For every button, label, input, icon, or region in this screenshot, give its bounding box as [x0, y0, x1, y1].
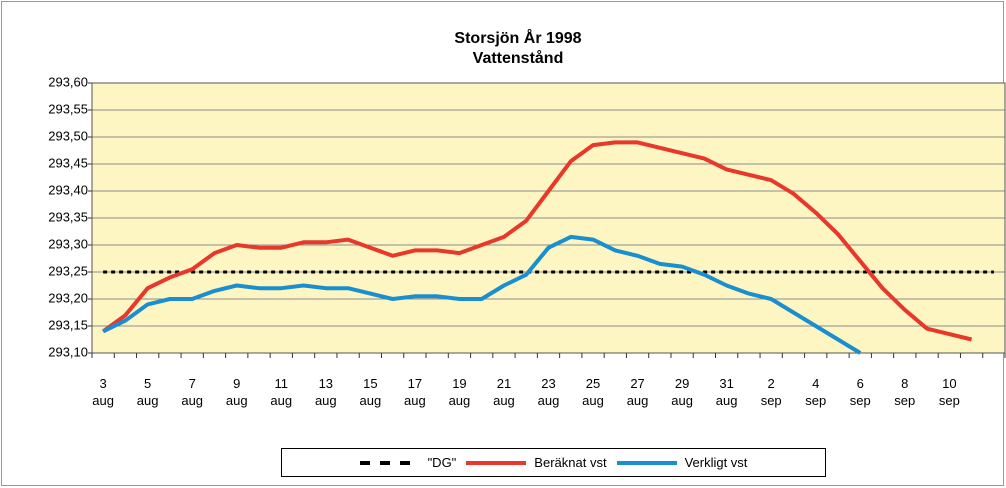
y-tick-label: 293,15: [48, 317, 88, 332]
x-tick-label: 21 aug: [493, 376, 515, 408]
x-tick-label: 5 aug: [136, 376, 159, 408]
x-tick-label: 9 aug: [225, 376, 248, 408]
y-tick-label: 293,40: [48, 182, 88, 197]
x-tick-label: 2 sep: [760, 376, 782, 408]
x-tick-label: 8 sep: [894, 376, 916, 408]
legend-item: Beräknat vst: [466, 455, 607, 470]
chart-title: Storsjön År 1998: [454, 28, 581, 47]
y-tick-label: 293,45: [48, 155, 88, 170]
plot-border: [91, 82, 1006, 354]
x-tick-label: 17 aug: [404, 376, 426, 408]
y-tick-label: 293,50: [48, 128, 88, 143]
y-tick-label: 293,35: [48, 209, 88, 224]
line-series: [101, 140, 973, 342]
legend-swatch: [359, 460, 420, 465]
y-tick-label: 293,25: [48, 263, 88, 278]
x-tick-label: 25 aug: [582, 376, 604, 408]
legend-label: Beräknat vst: [534, 455, 607, 470]
x-tick-label: 11 aug: [270, 376, 293, 408]
legend-item: "DG": [359, 455, 457, 470]
line-series: [102, 234, 862, 355]
x-tick-label: 15 aug: [359, 376, 382, 408]
x-tick-label: 13 aug: [314, 376, 337, 408]
x-tick-label: 27 aug: [626, 376, 649, 408]
y-tick-label: 293,60: [48, 74, 88, 89]
x-tick-label: 4 sep: [805, 376, 827, 408]
legend-label: "DG": [427, 455, 457, 470]
legend-label: Verkligt vst: [684, 455, 748, 470]
legend-swatch: [466, 460, 527, 465]
legend-item: Verkligt vst: [616, 455, 748, 470]
x-tick-label: 3 aug: [92, 376, 114, 408]
y-tick-label: 293,20: [48, 290, 88, 305]
legend: "DG" Beräknat vst Verkligt vst: [281, 448, 826, 477]
y-tick-label: 293,55: [48, 101, 88, 116]
x-tick-label: 29 aug: [671, 376, 693, 408]
x-tick-label: 23 aug: [537, 376, 560, 408]
x-tick-label: 7 aug: [181, 376, 204, 408]
x-tick-label: 6 sep: [849, 376, 871, 408]
chart-subtitle: Vattenstånd: [473, 49, 564, 67]
legend-swatch: [616, 460, 677, 465]
y-tick-label: 293,30: [48, 236, 88, 251]
x-tick-label: 19 aug: [448, 376, 471, 408]
y-tick-label: 293,10: [48, 344, 88, 359]
x-tick-label: 10 sep: [938, 376, 960, 408]
x-tick-label: 31 aug: [715, 376, 738, 408]
